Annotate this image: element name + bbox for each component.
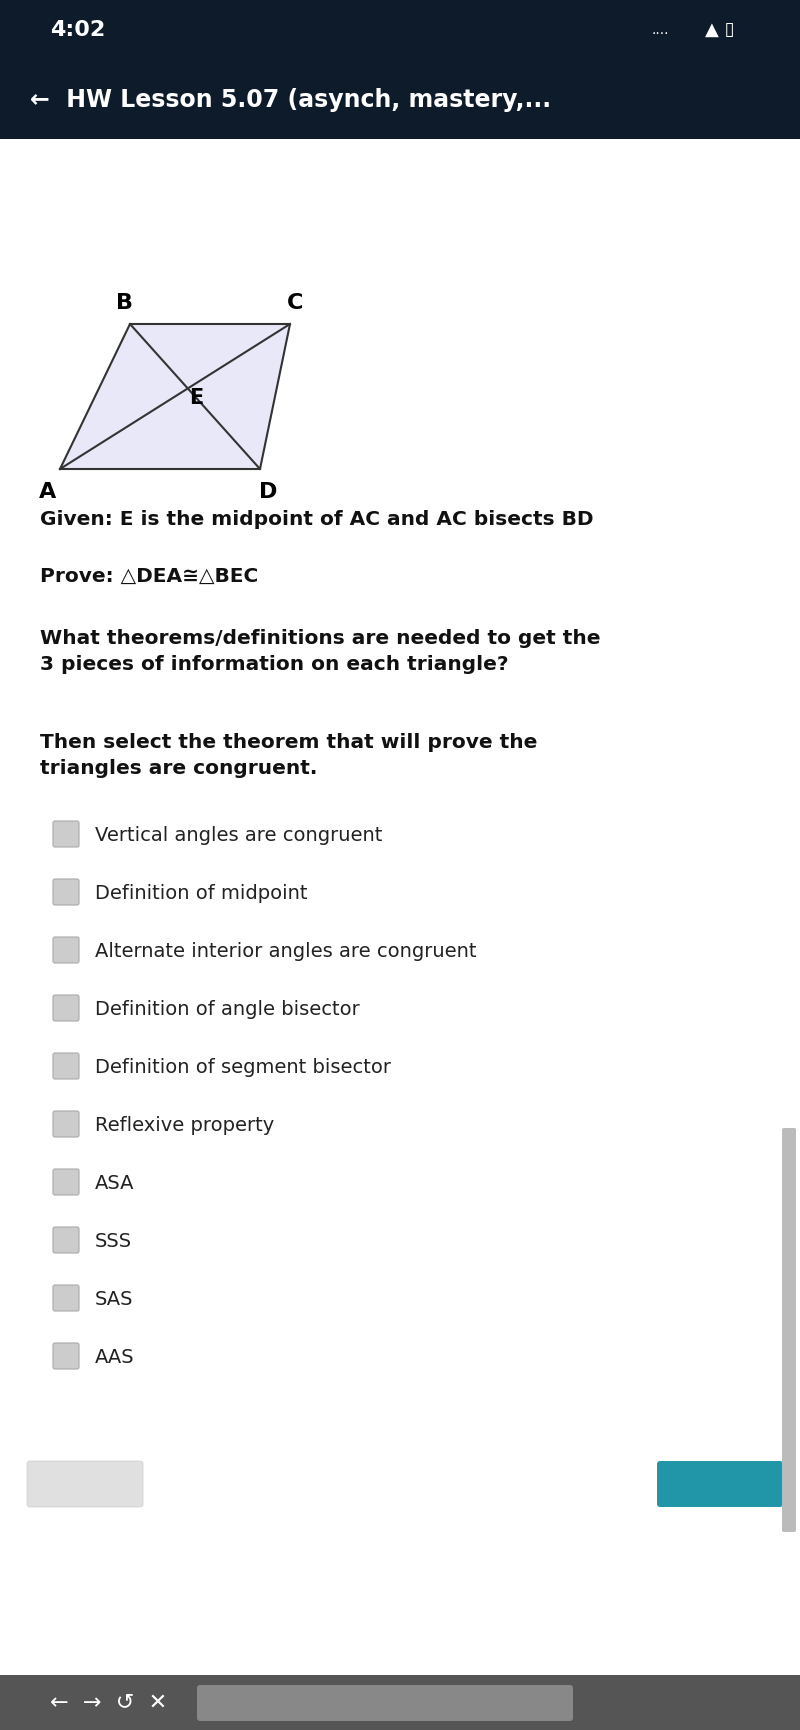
FancyBboxPatch shape (53, 1111, 79, 1137)
FancyBboxPatch shape (53, 938, 79, 964)
Text: Reflexive property: Reflexive property (95, 1116, 274, 1135)
Text: ←  →  ↺  ✕: ← → ↺ ✕ (50, 1692, 167, 1713)
FancyBboxPatch shape (197, 1685, 573, 1721)
FancyBboxPatch shape (0, 1675, 800, 1730)
FancyBboxPatch shape (657, 1462, 783, 1507)
FancyBboxPatch shape (53, 1169, 79, 1195)
FancyBboxPatch shape (53, 822, 79, 848)
FancyBboxPatch shape (53, 1342, 79, 1368)
Text: A: A (39, 481, 57, 502)
Text: Definition of angle bisector: Definition of angle bisector (95, 1000, 360, 1019)
Text: ←  HW Lesson 5.07 (asynch, mastery,...: ← HW Lesson 5.07 (asynch, mastery,... (30, 88, 551, 112)
Text: 4:02: 4:02 (50, 21, 106, 40)
Text: Definition of segment bisector: Definition of segment bisector (95, 1057, 391, 1076)
Text: SAS: SAS (95, 1289, 134, 1308)
FancyBboxPatch shape (53, 879, 79, 905)
Text: Given: E is the midpoint of AC and AC bisects BD: Given: E is the midpoint of AC and AC bi… (40, 510, 594, 529)
FancyBboxPatch shape (53, 1054, 79, 1080)
Text: ASA: ASA (95, 1173, 134, 1192)
Text: E: E (189, 388, 203, 407)
Text: Then select the theorem that will prove the
triangles are congruent.: Then select the theorem that will prove … (40, 732, 538, 778)
Text: Definition of midpoint: Definition of midpoint (95, 884, 307, 903)
FancyBboxPatch shape (0, 61, 800, 140)
Text: Vertical angles are congruent: Vertical angles are congruent (95, 825, 382, 844)
Text: SSS: SSS (95, 1232, 132, 1251)
Text: B: B (117, 292, 134, 313)
Text: Prove: △DEA≅△BEC: Prove: △DEA≅△BEC (40, 567, 258, 586)
Text: What theorems/definitions are needed to get the
3 pieces of information on each : What theorems/definitions are needed to … (40, 628, 601, 675)
FancyBboxPatch shape (53, 995, 79, 1021)
FancyBboxPatch shape (53, 1227, 79, 1253)
FancyBboxPatch shape (0, 1445, 800, 1519)
FancyBboxPatch shape (27, 1462, 143, 1507)
Text: AAS: AAS (95, 1348, 134, 1367)
Polygon shape (60, 325, 290, 471)
Text: ....: .... (651, 22, 669, 36)
FancyBboxPatch shape (53, 1285, 79, 1311)
Text: Alternate interior angles are congruent: Alternate interior angles are congruent (95, 941, 477, 960)
Text: C: C (287, 292, 303, 313)
Text: D: D (259, 481, 277, 502)
Text: ▲ ▯: ▲ ▯ (706, 21, 734, 40)
FancyBboxPatch shape (782, 1128, 796, 1533)
FancyBboxPatch shape (0, 0, 800, 61)
